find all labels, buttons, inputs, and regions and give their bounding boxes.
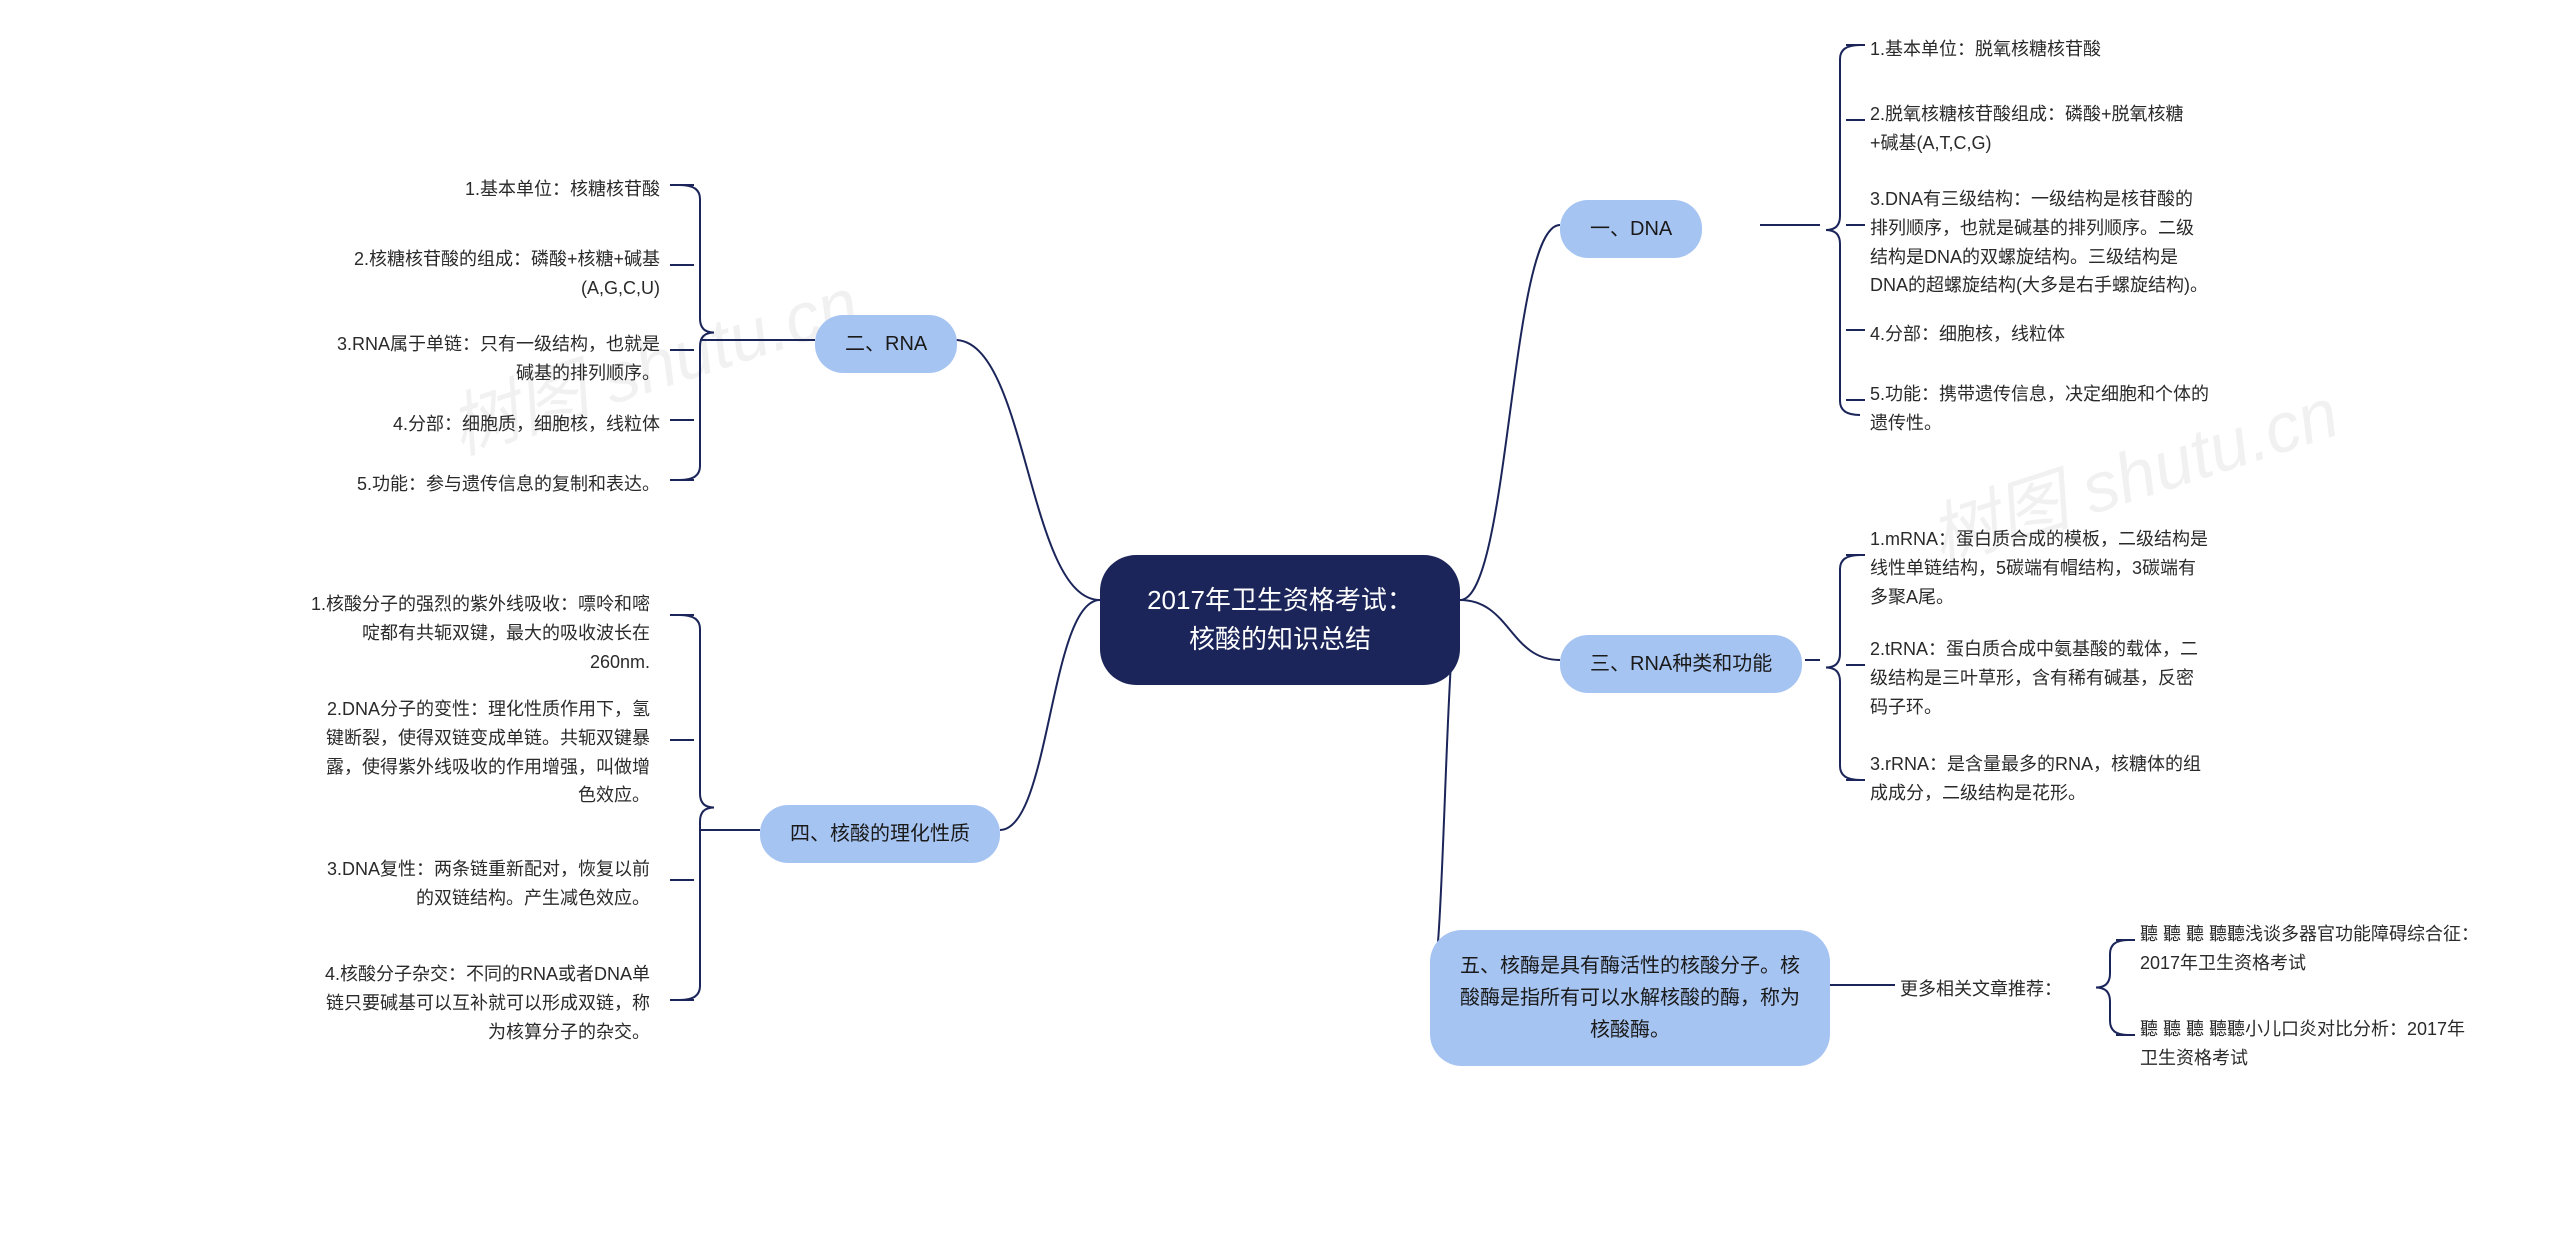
branch-ribozyme-label: 五、核酶是具有酶活性的核酸分子。核酸酶是指所有可以水解核酸的酶，称为核酸酶。 bbox=[1458, 950, 1802, 1046]
leaf-rt-3: 3.rRNA：是含量最多的RNA，核糖体的组成成分，二级结构是花形。 bbox=[1870, 750, 2210, 808]
leaf-pc-2: 2.DNA分子的变性：理化性质作用下，氢键断裂，使得双链变成单链。共轭双键暴露，… bbox=[310, 695, 650, 810]
root-label: 2017年卫生资格考试：核酸的知识总结 bbox=[1140, 581, 1420, 659]
branch-rna: 二、RNA bbox=[815, 315, 957, 373]
branch-rna-label: 二、RNA bbox=[845, 329, 927, 359]
branch-physchem: 四、核酸的理化性质 bbox=[760, 805, 1000, 863]
leaf-rna-2: 2.核糖核苷酸的组成：磷酸+核糖+碱基(A,G,C,U) bbox=[320, 245, 660, 303]
branch-physchem-label: 四、核酸的理化性质 bbox=[790, 819, 970, 849]
leaf-rna-4: 4.分部：细胞质，细胞核，线粒体 bbox=[320, 410, 660, 439]
leaf-pc-1: 1.核酸分子的强烈的紫外线吸收：嘌呤和嘧啶都有共轭双键，最大的吸收波长在260n… bbox=[310, 590, 650, 676]
leaf-rt-1: 1.mRNA：蛋白质合成的模板，二级结构是线性单链结构，5碳端有帽结构，3碳端有… bbox=[1870, 525, 2210, 611]
leaf-more-label: 更多相关文章推荐： bbox=[1900, 975, 2062, 1004]
leaf-dna-5: 5.功能：携带遗传信息，决定细胞和个体的遗传性。 bbox=[1870, 380, 2210, 438]
root-node: 2017年卫生资格考试：核酸的知识总结 bbox=[1100, 555, 1460, 685]
leaf-rna-3: 3.RNA属于单链：只有一级结构，也就是碱基的排列顺序。 bbox=[320, 330, 660, 388]
leaf-rna-1: 1.基本单位：核糖核苷酸 bbox=[320, 175, 660, 204]
branch-dna-label: 一、DNA bbox=[1590, 214, 1672, 244]
branch-rna-types-label: 三、RNA种类和功能 bbox=[1590, 649, 1772, 679]
leaf-dna-4: 4.分部：细胞核，线粒体 bbox=[1870, 320, 2065, 349]
leaf-rt-2: 2.tRNA：蛋白质合成中氨基酸的载体，二级结构是三叶草形，含有稀有碱基，反密码… bbox=[1870, 635, 2210, 721]
leaf-dna-1: 1.基本单位：脱氧核糖核苷酸 bbox=[1870, 35, 2101, 64]
leaf-more-1: 聽 聽 聽 聽聽浅谈多器官功能障碍综合征：2017年卫生资格考试 bbox=[2140, 920, 2480, 978]
leaf-more-2: 聽 聽 聽 聽聽小儿口炎对比分析：2017年卫生资格考试 bbox=[2140, 1015, 2480, 1073]
branch-ribozyme: 五、核酶是具有酶活性的核酸分子。核酸酶是指所有可以水解核酸的酶，称为核酸酶。 bbox=[1430, 930, 1830, 1066]
branch-dna: 一、DNA bbox=[1560, 200, 1702, 258]
leaf-rna-5: 5.功能：参与遗传信息的复制和表达。 bbox=[320, 470, 660, 499]
leaf-pc-3: 3.DNA复性：两条链重新配对，恢复以前的双链结构。产生减色效应。 bbox=[310, 855, 650, 913]
leaf-dna-3: 3.DNA有三级结构：一级结构是核苷酸的排列顺序，也就是碱基的排列顺序。二级结构… bbox=[1870, 185, 2210, 300]
leaf-pc-4: 4.核酸分子杂交：不同的RNA或者DNA单链只要碱基可以互补就可以形成双链，称为… bbox=[310, 960, 650, 1046]
branch-rna-types: 三、RNA种类和功能 bbox=[1560, 635, 1802, 693]
leaf-dna-2: 2.脱氧核糖核苷酸组成：磷酸+脱氧核糖+碱基(A,T,C,G) bbox=[1870, 100, 2210, 158]
